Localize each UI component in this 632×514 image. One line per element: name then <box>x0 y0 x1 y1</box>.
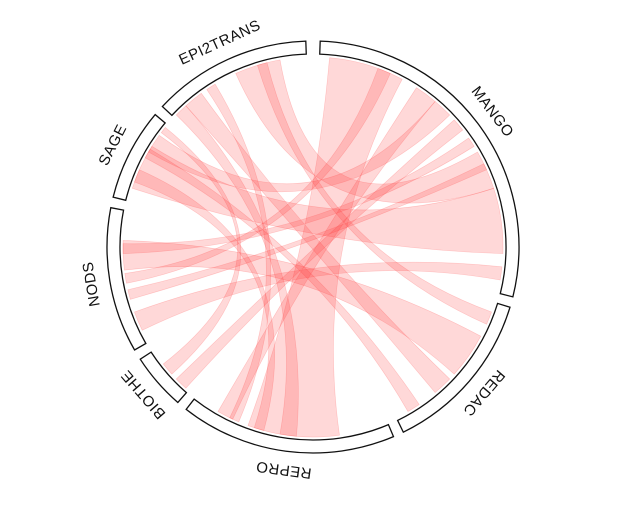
ribbon <box>217 87 436 420</box>
sector-label: REPRO <box>255 458 313 482</box>
sector-arc <box>112 113 167 202</box>
ribbon <box>206 83 272 423</box>
ribbon <box>131 145 504 254</box>
sector-arc <box>106 206 147 351</box>
ribbon <box>235 59 495 204</box>
ribbon <box>175 105 299 437</box>
sector-arc <box>161 40 307 117</box>
sector-label: NODS <box>79 260 103 308</box>
ribbon <box>185 92 451 393</box>
ribbon <box>144 148 420 412</box>
ribbon <box>122 137 475 254</box>
ribbon <box>175 119 464 389</box>
sector-arc <box>396 302 511 434</box>
ribbon <box>247 57 403 438</box>
ribbon <box>127 163 487 300</box>
ribbon <box>257 62 492 325</box>
ribbon <box>134 169 275 431</box>
ribbon <box>160 127 242 375</box>
sector-arc <box>319 40 520 298</box>
ribbon <box>122 240 482 375</box>
ribbon <box>148 101 451 193</box>
sector-arc <box>185 398 395 454</box>
ribbon <box>134 261 503 331</box>
ribbon <box>124 68 391 284</box>
sector-arc <box>139 351 188 404</box>
